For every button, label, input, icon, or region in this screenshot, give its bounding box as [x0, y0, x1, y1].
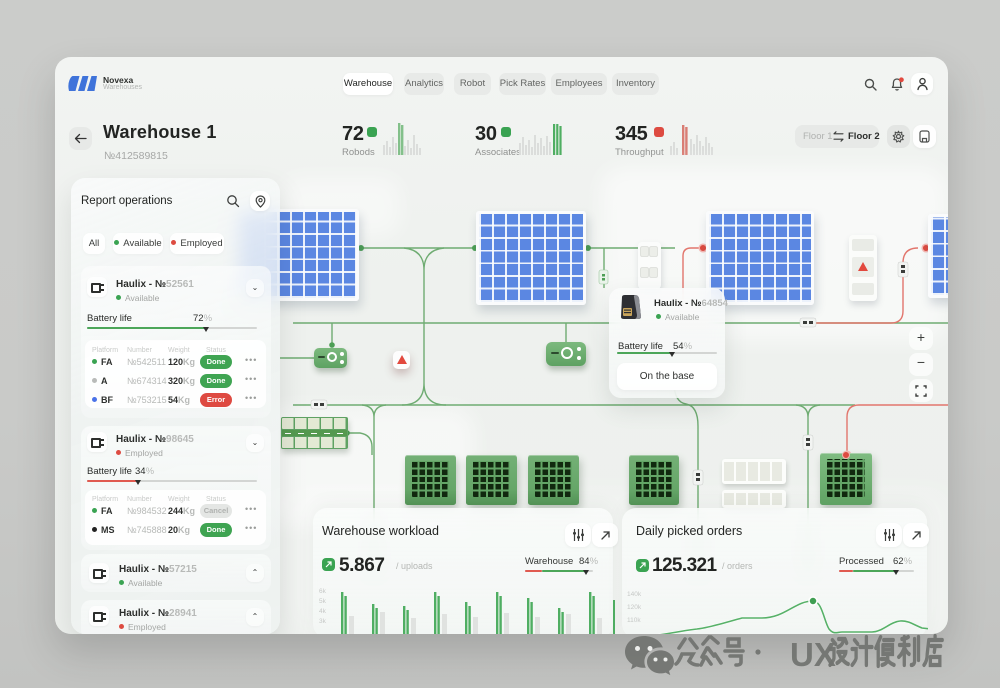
svg-text:UX: UX — [790, 636, 836, 673]
